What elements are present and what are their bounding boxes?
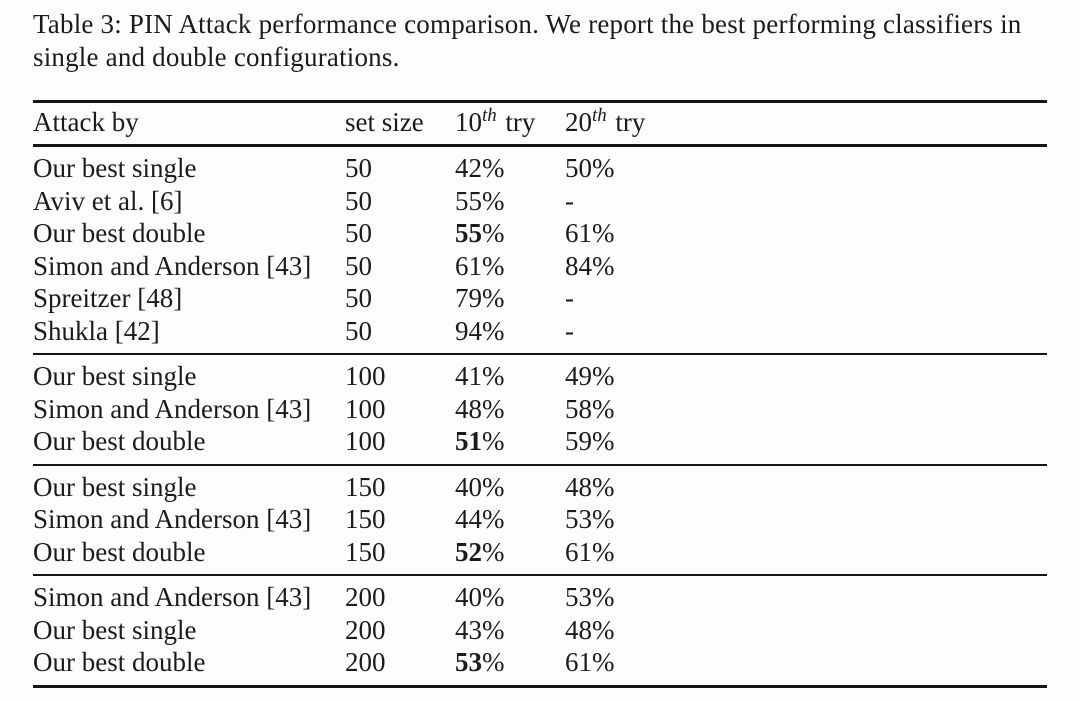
cell-set-size: 50 bbox=[345, 185, 372, 216]
table-row: Our best double 50 55% 61% bbox=[33, 217, 1047, 250]
cell-10th-try: 48% bbox=[455, 393, 505, 424]
header-20-base: 20 bbox=[565, 107, 592, 137]
table-row: Our best single 150 40% 48% bbox=[33, 465, 1047, 504]
cell-attack-by: Our best double bbox=[33, 647, 206, 677]
cell-10th-try: 55% bbox=[455, 218, 505, 248]
cell-20th-try: 50% bbox=[565, 153, 615, 183]
table-row: Our best single 200 43% 48% bbox=[33, 614, 1047, 647]
cell-attack-by: Simon and Anderson [43] bbox=[33, 504, 312, 534]
cell-attack-by: Our best single bbox=[33, 471, 197, 502]
table-row: Simon and Anderson [43] 50 61% 84% bbox=[33, 250, 1047, 283]
cell-10th-try: 53% bbox=[455, 647, 505, 677]
table-row: Shukla [42] 50 94% - bbox=[33, 315, 1047, 355]
cell-set-size: 100 bbox=[345, 361, 386, 391]
cell-10th-try: 40% bbox=[455, 582, 505, 612]
cell-set-size: 50 bbox=[345, 218, 372, 248]
col-header-20th-try: 20th try bbox=[565, 101, 1047, 147]
row-group-set-200: Simon and Anderson [43] 200 40% 53% Our best… bbox=[33, 575, 1047, 686]
table-caption: Table 3: PIN Attack performance comparis… bbox=[33, 9, 1022, 72]
cell-10th-try: 94% bbox=[455, 315, 505, 346]
cell-10th-try: 43% bbox=[455, 614, 505, 645]
cell-10th-try: 52% bbox=[455, 536, 505, 567]
header-row: Attack by set size 10th try 20th try bbox=[33, 101, 1047, 147]
header-10-try-word: try bbox=[505, 107, 536, 137]
table-row: Our best single 100 41% 49% bbox=[33, 354, 1047, 393]
table-row: Simon and Anderson [43] 100 48% 58% bbox=[33, 393, 1047, 426]
cell-10th-try: 51% bbox=[455, 426, 505, 456]
table-row: Aviv et al. [6] 50 55% - bbox=[33, 185, 1047, 218]
cell-20th-try: 58% bbox=[565, 393, 615, 424]
cell-attack-by: Aviv et al. [6] bbox=[33, 185, 183, 216]
cell-10th-try: 79% bbox=[455, 283, 505, 313]
cell-20th-try: 53% bbox=[565, 504, 615, 534]
cell-set-size: 150 bbox=[345, 471, 386, 502]
cell-attack-by: Shukla [42] bbox=[33, 315, 160, 346]
cell-20th-try: 61% bbox=[565, 218, 615, 248]
cell-set-size: 50 bbox=[345, 153, 372, 183]
cell-20th-try: 53% bbox=[565, 582, 615, 612]
cell-20th-try: 61% bbox=[565, 647, 615, 677]
cell-20th-try: - bbox=[565, 185, 574, 216]
table-row: Our best double 150 52% 61% bbox=[33, 536, 1047, 576]
cell-20th-try: 84% bbox=[565, 250, 615, 281]
header-20-superscript: th bbox=[592, 105, 607, 126]
cell-attack-by: Simon and Anderson [43] bbox=[33, 582, 312, 612]
table-row: Our best double 200 53% 61% bbox=[33, 646, 1047, 686]
cell-20th-try: 48% bbox=[565, 614, 615, 645]
cell-10th-try: 40% bbox=[455, 471, 505, 502]
cell-attack-by: Our best single bbox=[33, 153, 197, 183]
cell-set-size: 150 bbox=[345, 504, 386, 534]
cell-set-size: 200 bbox=[345, 647, 386, 677]
cell-attack-by: Spreitzer [48] bbox=[33, 283, 183, 313]
cell-20th-try: 61% bbox=[565, 536, 615, 567]
cell-set-size: 50 bbox=[345, 250, 372, 281]
col-header-attack-by: Attack by bbox=[33, 101, 345, 147]
cell-set-size: 150 bbox=[345, 536, 386, 567]
cell-10th-try: 41% bbox=[455, 361, 505, 391]
table-row: Simon and Anderson [43] 200 40% 53% bbox=[33, 575, 1047, 614]
cell-set-size: 100 bbox=[345, 426, 386, 456]
cell-10th-try: 61% bbox=[455, 250, 505, 281]
cell-10th-try: 44% bbox=[455, 504, 505, 534]
cell-set-size: 50 bbox=[345, 283, 372, 313]
cell-20th-try: 59% bbox=[565, 426, 615, 456]
cell-set-size: 200 bbox=[345, 614, 386, 645]
cell-attack-by: Simon and Anderson [43] bbox=[33, 250, 312, 281]
cell-set-size: 50 bbox=[345, 315, 372, 346]
cell-attack-by: Our best single bbox=[33, 361, 197, 391]
table-row: Simon and Anderson [43] 150 44% 53% bbox=[33, 503, 1047, 536]
cell-attack-by: Simon and Anderson [43] bbox=[33, 393, 312, 424]
cell-10th-try: 55% bbox=[455, 185, 505, 216]
col-header-10th-try: 10th try bbox=[455, 101, 565, 147]
cell-attack-by: Our best double bbox=[33, 218, 206, 248]
table-row: Our best double 100 51% 59% bbox=[33, 425, 1047, 465]
cell-attack-by: Our best double bbox=[33, 536, 206, 567]
table-row: Spreitzer [48] 50 79% - bbox=[33, 282, 1047, 315]
header-10-base: 10 bbox=[455, 107, 482, 137]
cell-20th-try: - bbox=[565, 283, 574, 313]
cell-set-size: 100 bbox=[345, 393, 386, 424]
cell-20th-try: 48% bbox=[565, 471, 615, 502]
row-group-set-50: Our best single 50 42% 50% Aviv et al. [6] 50… bbox=[33, 146, 1047, 355]
header-10-superscript: th bbox=[482, 105, 497, 126]
table-row: Our best single 50 42% 50% bbox=[33, 146, 1047, 185]
cell-attack-by: Our best double bbox=[33, 426, 206, 456]
cell-10th-try: 42% bbox=[455, 153, 505, 183]
pin-attack-table: Attack by set size 10th try 20th try Our b… bbox=[33, 100, 1047, 688]
header-20-try-word: try bbox=[615, 107, 646, 137]
cell-set-size: 200 bbox=[345, 582, 386, 612]
row-group-set-100: Our best single 100 41% 49% Simon and Anders… bbox=[33, 354, 1047, 465]
cell-attack-by: Our best single bbox=[33, 614, 197, 645]
cell-20th-try: 49% bbox=[565, 361, 615, 391]
row-group-set-150: Our best single 150 40% 48% Simon and Anders… bbox=[33, 464, 1047, 576]
cell-20th-try: - bbox=[565, 315, 574, 346]
table-header: Attack by set size 10th try 20th try bbox=[33, 101, 1047, 147]
col-header-set-size: set size bbox=[345, 101, 455, 147]
